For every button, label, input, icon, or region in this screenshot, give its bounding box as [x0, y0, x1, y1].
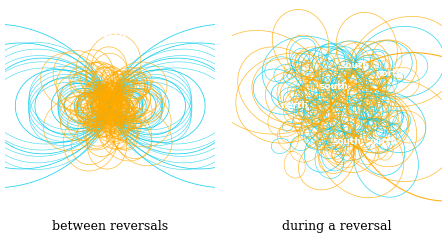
Text: south: south — [319, 82, 348, 91]
Text: during a reversal: during a reversal — [282, 220, 392, 233]
Text: south: south — [340, 61, 370, 70]
Text: north: north — [375, 69, 404, 78]
Text: south: south — [94, 173, 127, 183]
Text: north: north — [280, 101, 309, 110]
Text: south: south — [332, 137, 362, 147]
Text: north: north — [94, 29, 126, 39]
Text: between reversals: between reversals — [52, 220, 168, 233]
Text: north: north — [369, 137, 397, 147]
